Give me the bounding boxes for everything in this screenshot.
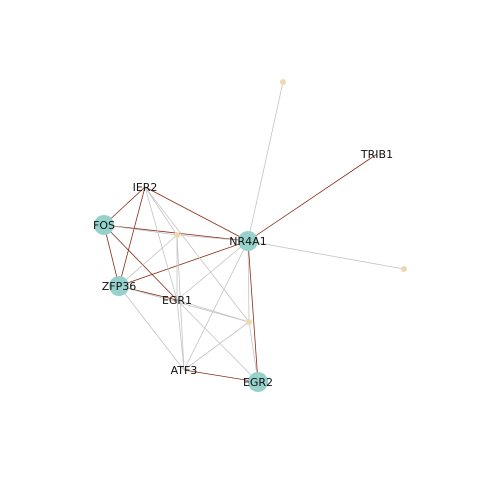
edge-u3-ATF3 xyxy=(176,234,185,371)
edge-ZFP36-ATF3 xyxy=(118,285,185,371)
node-label-EGR1: EGR1 xyxy=(162,294,192,307)
label-layer: FOS ZFP36 NR4A1 EGR2 IER2 EGR1 ATF3 TRIB1 xyxy=(93,148,393,389)
node-label-IER2: IER2 xyxy=(133,181,158,194)
node-u2[interactable] xyxy=(401,266,407,272)
edge-NR4A1-u4 xyxy=(247,240,250,323)
node-u1[interactable] xyxy=(280,79,286,85)
edge-FOS-u3 xyxy=(103,224,178,236)
edge-NR4A1-IER2 xyxy=(144,186,249,242)
edge-u4-EGR2 xyxy=(248,321,259,383)
edge-NR4A1-ATF3 xyxy=(183,240,249,371)
node-label-TRIB1: TRIB1 xyxy=(360,148,393,161)
edge-u4-ATF3 xyxy=(183,321,250,371)
node-u4[interactable] xyxy=(246,319,252,325)
node-NR4A1[interactable] xyxy=(238,231,258,251)
edge-ZFP36-u3 xyxy=(118,234,178,287)
edge-NR4A1-u3 xyxy=(176,234,249,242)
edge-IER2-EGR1 xyxy=(144,186,178,301)
edge-EGR1-u4 xyxy=(176,299,250,323)
edge-EGR1-EGR2 xyxy=(176,299,259,383)
edge-IER2-u4 xyxy=(144,186,250,323)
edge-NR4A1-EGR1 xyxy=(176,240,249,301)
node-ZFP36[interactable] xyxy=(109,276,129,296)
edge-ATF3-EGR2 xyxy=(183,369,259,383)
node-FOS[interactable] xyxy=(94,215,114,235)
edge-IER2-u3 xyxy=(144,186,178,236)
node-label-NR4A1: NR4A1 xyxy=(229,235,266,248)
node-layer xyxy=(94,79,407,392)
edge-NR4A1-u2 xyxy=(247,240,405,270)
edge-ZFP36-u4 xyxy=(118,285,250,323)
node-label-EGR2: EGR2 xyxy=(243,376,273,389)
edge-EGR1-ATF3 xyxy=(176,299,185,371)
edge-layer xyxy=(103,81,405,383)
node-label-FOS: FOS xyxy=(93,219,115,232)
edge-FOS-EGR1 xyxy=(103,224,178,301)
node-label-ZFP36: ZFP36 xyxy=(102,280,137,293)
edge-FOS-ZFP36 xyxy=(103,224,120,287)
edge-NR4A1-EGR2 xyxy=(247,240,259,383)
edge-NR4A1-u1 xyxy=(247,81,284,242)
edge-NR4A1-TRIB1 xyxy=(247,153,378,242)
node-u3[interactable] xyxy=(174,232,180,238)
edge-IER2-ZFP36 xyxy=(118,186,146,287)
edge-NR4A1-ZFP36 xyxy=(118,240,249,287)
node-label-ATF3: ATF3 xyxy=(171,364,198,377)
node-EGR2[interactable] xyxy=(248,372,268,392)
